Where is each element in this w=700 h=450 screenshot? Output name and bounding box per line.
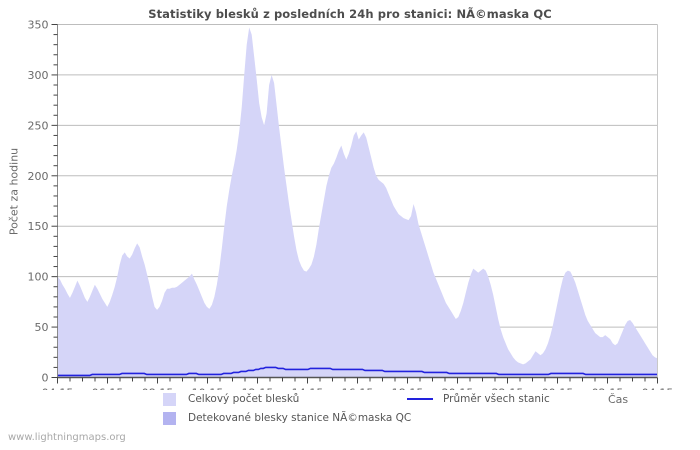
- svg-text:02:15: 02:15: [592, 387, 624, 391]
- svg-text:04:15: 04:15: [642, 387, 674, 391]
- page-title: Statistiky blesků z posledních 24h pro s…: [148, 7, 552, 21]
- legend-swatch-total: [163, 392, 176, 406]
- legend-label-total: Celkový počet blesků: [188, 393, 300, 405]
- x-axis-label: Čas: [608, 393, 629, 406]
- legend-item-total: Celkový počet blesků: [163, 390, 299, 408]
- svg-text:04:15: 04:15: [42, 387, 74, 391]
- source-watermark: www.lightningmaps.org: [8, 432, 126, 443]
- svg-text:250: 250: [28, 119, 49, 132]
- svg-text:0: 0: [42, 372, 49, 385]
- svg-text:12:15: 12:15: [242, 387, 274, 391]
- legend-item-average: Průměr všech stanic: [407, 390, 550, 408]
- svg-text:14:15: 14:15: [292, 387, 324, 391]
- svg-text:50: 50: [35, 321, 49, 334]
- svg-text:300: 300: [28, 69, 49, 82]
- svg-text:22:15: 22:15: [492, 387, 524, 391]
- legend-swatch-station: [163, 411, 176, 425]
- legend-label-station: Detekované blesky stanice NÃ©maska QC: [188, 412, 412, 424]
- svg-text:20:15: 20:15: [442, 387, 474, 391]
- svg-text:100: 100: [28, 271, 49, 284]
- svg-text:16:15: 16:15: [342, 387, 374, 391]
- svg-text:150: 150: [28, 220, 49, 233]
- legend-line-average: [407, 398, 433, 400]
- svg-text:350: 350: [28, 19, 49, 32]
- chart-legend: Celkový počet blesků Detekované blesky s…: [0, 390, 700, 430]
- svg-text:10:15: 10:15: [192, 387, 224, 391]
- svg-text:08:15: 08:15: [142, 387, 174, 391]
- legend-label-average: Průměr všech stanic: [443, 393, 550, 405]
- svg-text:18:15: 18:15: [392, 387, 424, 391]
- svg-text:06:15: 06:15: [92, 387, 124, 391]
- legend-item-station: Detekované blesky stanice NÃ©maska QC: [163, 409, 411, 427]
- svg-text:00:15: 00:15: [542, 387, 574, 391]
- plot-area: 0 50 100 150 200 250 300 350 04:15 06:15 08:15 10:1…: [28, 19, 674, 391]
- svg-text:200: 200: [28, 170, 49, 183]
